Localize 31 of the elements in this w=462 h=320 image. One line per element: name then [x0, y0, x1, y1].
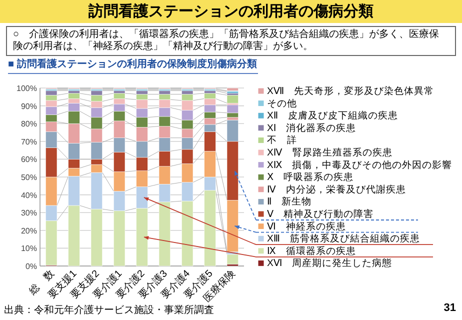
legend-label: Ⅳ 内分泌，栄養及び代謝疾患 [267, 183, 406, 196]
y-tick-label: 100% [16, 84, 37, 93]
legend-label: XⅨ 損傷，中毒及びその他の外因の影響 [267, 158, 452, 171]
legend-label: XⅥ 周産期に発生した病態 [267, 257, 392, 270]
y-tick-label: 20% [20, 226, 37, 236]
legend-label: その他 [267, 97, 297, 110]
y-tick-label: 0% [25, 262, 37, 271]
legend-label: XⅢ 筋骨格系及び結合組織の疾患 [267, 232, 420, 245]
legend-label: XⅦ 先天奇形，変形及び染色体異常 [267, 85, 434, 97]
legend-label: XⅣ 腎尿路生殖器系の疾患 [267, 146, 392, 158]
legend-label: Ⅵ 神経系の疾患 [267, 220, 346, 232]
y-tick-label: 10% [20, 244, 37, 254]
legend-label: Ⅹ 呼吸器系の疾患 [267, 171, 354, 184]
text: 31 [444, 302, 456, 314]
y-tick-label: 30% [20, 208, 37, 218]
y-tick-label: 60% [20, 155, 37, 164]
chart-subtitle: ○ 介護保険の利用者は、「循環器系の疾患」「筋骨格系及び結合組織の疾患」が多く、医療保険の利用者は、「神経系の疾患」「精神及び行動の障害」が多い。 [6, 26, 456, 56]
y-tick-label: 80% [20, 120, 37, 129]
legend-label: Ⅸ 循環器系の疾患 [267, 244, 356, 257]
legend-label: 不 詳 [267, 134, 297, 146]
legend-label: XⅡ 皮膚及び皮下組織の疾患 [267, 110, 398, 122]
y-tick-label: 40% [20, 190, 37, 200]
legend-label: Ⅱ 新生物 [267, 196, 312, 208]
y-tick-label: 70% [20, 137, 37, 146]
y-tick-label: 90% [20, 102, 37, 111]
chart-title: 訪問看護ステーションの利用者の傷病分類 [0, 0, 462, 23]
text: ■ 訪問看護ステーションの利用者の保険制度別傷病分類 [8, 57, 258, 74]
legend-label: XⅠ 消化器系の疾患 [267, 122, 356, 134]
y-tick-label: 50% [20, 173, 37, 182]
source-note: 出典：令和元年介護サービス施設・事業所調査 [4, 304, 214, 317]
legend-label: Ⅴ 精神及び行動の障害 [267, 208, 374, 220]
